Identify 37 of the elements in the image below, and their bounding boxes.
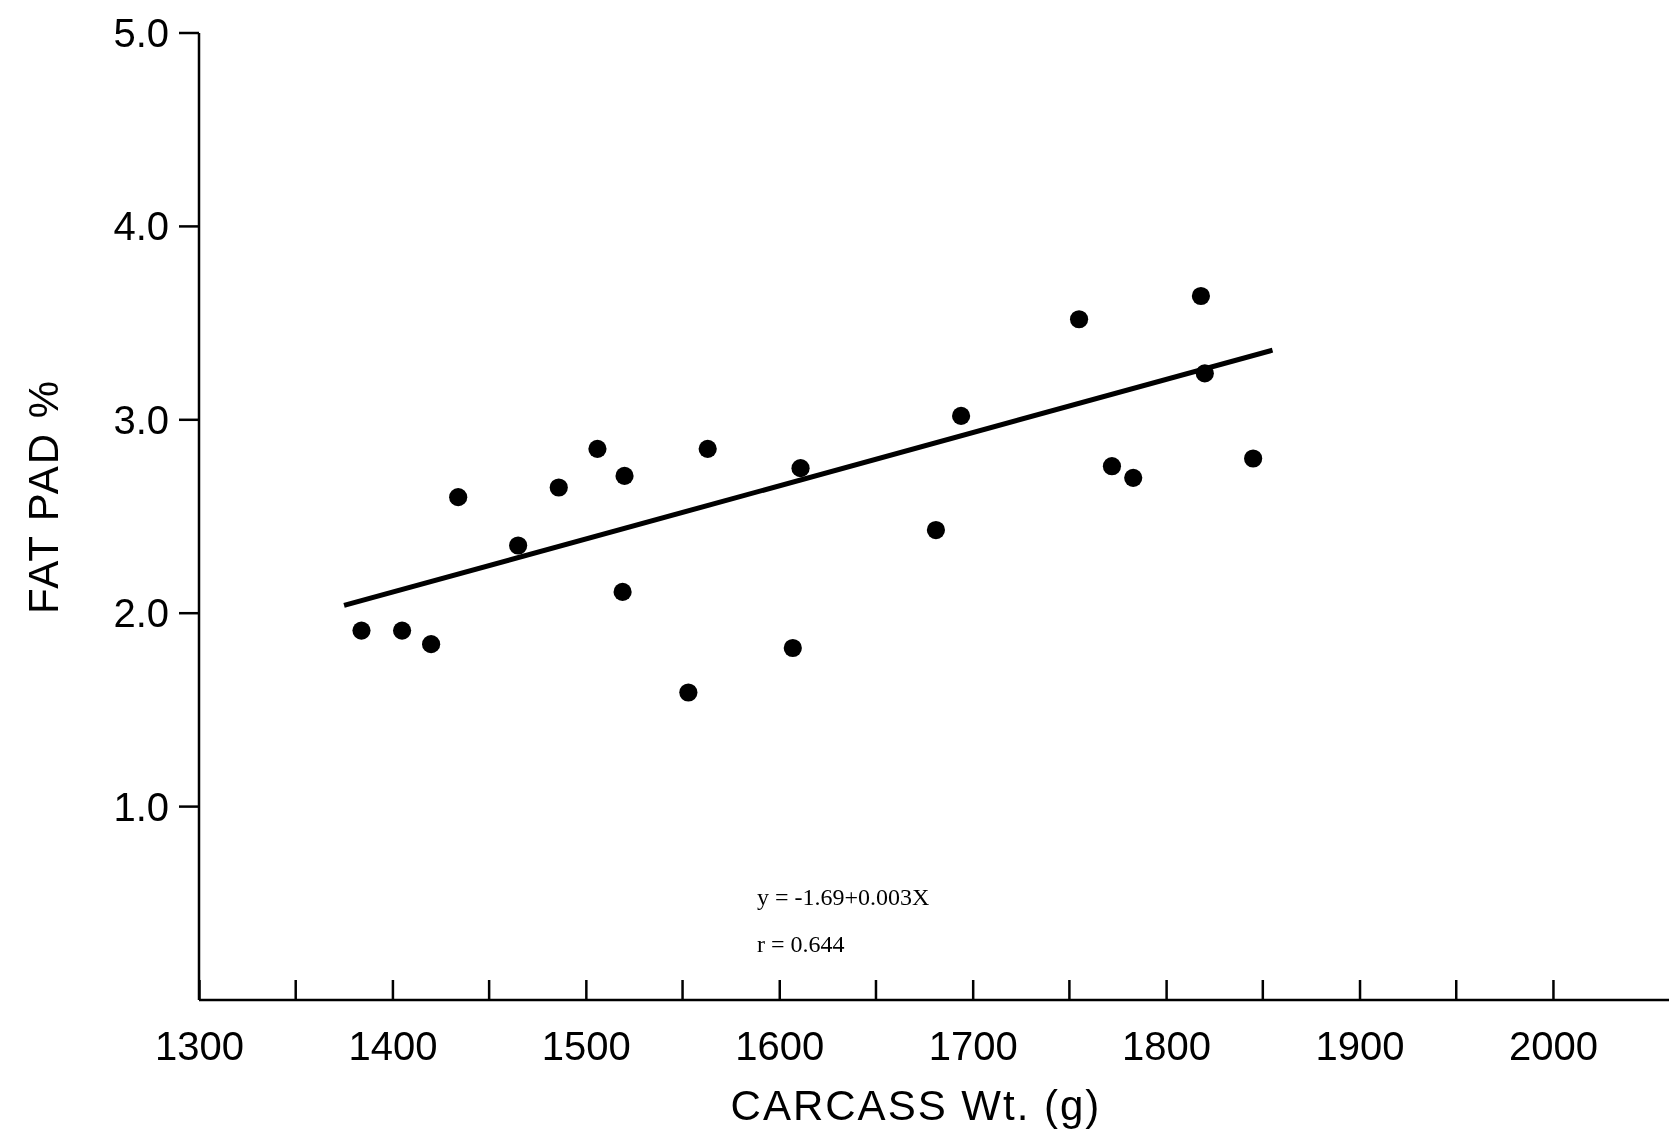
point <box>549 478 568 497</box>
y-tick-label: 1.0 <box>113 784 169 829</box>
y-tick-label: 4.0 <box>113 204 169 249</box>
point <box>679 683 698 702</box>
point <box>951 406 971 426</box>
y-tick-label: 3.0 <box>113 397 169 442</box>
y-axis-title: FAT PAD % <box>20 378 67 615</box>
point <box>1124 468 1143 487</box>
point <box>1069 310 1089 329</box>
point <box>698 439 717 458</box>
point <box>1244 449 1263 468</box>
point <box>1191 286 1211 306</box>
point <box>352 621 371 640</box>
point <box>1102 457 1122 476</box>
x-tick-label: 1400 <box>348 1024 438 1069</box>
x-tick-label: 1600 <box>735 1024 825 1069</box>
point <box>791 459 810 478</box>
point <box>422 635 441 654</box>
point <box>449 488 468 507</box>
point <box>783 638 802 658</box>
point <box>926 520 946 540</box>
point <box>615 466 634 485</box>
x-tick-label: 1900 <box>1315 1024 1405 1069</box>
x-tick-label: 1700 <box>928 1024 1018 1069</box>
x-axis-title: CARCASS Wt. (g) <box>730 1082 1102 1129</box>
point <box>613 582 632 602</box>
point <box>509 536 528 555</box>
y-tick-label: 5.0 <box>113 11 169 55</box>
x-tick-label: 1300 <box>155 1024 244 1069</box>
point <box>588 439 607 458</box>
x-tick-label: 1500 <box>541 1024 631 1069</box>
y-tick-label: 2.0 <box>113 591 169 636</box>
x-tick-label: 1800 <box>1122 1024 1212 1069</box>
annotation: y = -1.69+0.003X <box>757 884 930 910</box>
point <box>393 621 412 640</box>
x-tick-label: 2000 <box>1508 1024 1598 1069</box>
annotation: r = 0.644 <box>757 931 845 957</box>
